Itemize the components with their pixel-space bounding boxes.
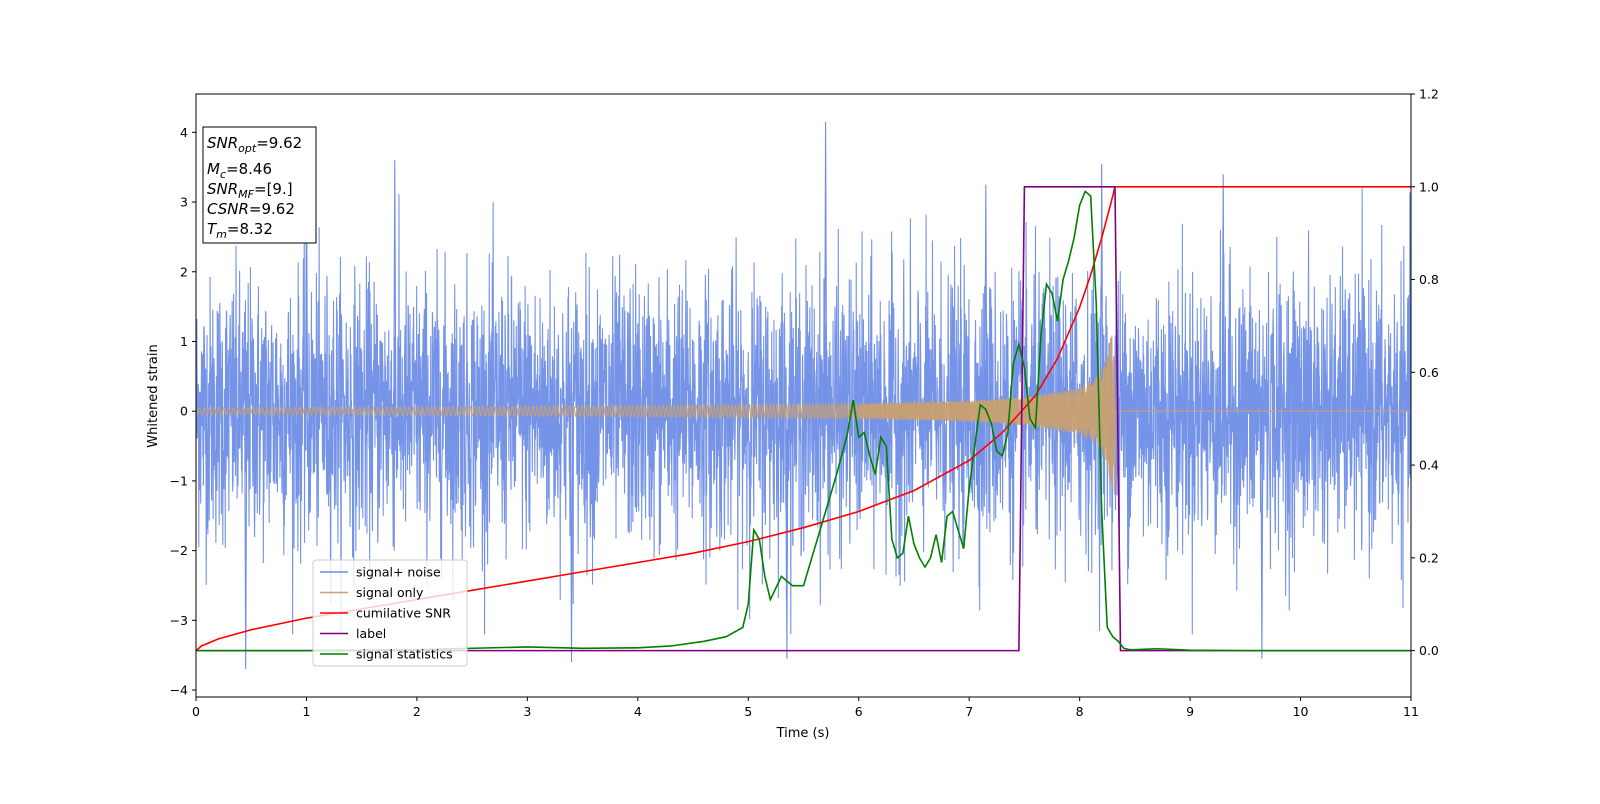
y-tick-label: 3 [180,195,188,210]
plot-frame [195,93,1412,698]
y-axis-label: Whitened strain [146,344,161,447]
annotation-line: Mc=8.46 [207,160,272,181]
legend-label: cumilative SNR [356,606,451,621]
series-signal-statistics [196,190,1411,652]
y-tick-label: 0 [180,404,188,419]
y2-tick-label: 0.0 [1419,643,1439,658]
axes: 0 1 2 3 4 5 6 7 8 9 10 11 −4 −3 −2 −1 0 1 2 3 4 0.0 0.2 0.4 0.6 0… [170,87,1439,720]
y2-tick-label: 0.8 [1419,272,1439,287]
y2-tick-label: 1.0 [1419,179,1439,194]
y-tick-label: −2 [170,543,188,558]
x-tick-label: 5 [744,704,752,719]
x-tick-label: 2 [413,704,421,719]
legend-item-signal-only: signal only [320,585,424,600]
annotation-line: SNRMF=[9.] [207,180,293,201]
annotation-line: Tm=8.32 [207,220,273,241]
annotation-frame [202,126,317,244]
x-tick-label: 8 [1076,704,1084,719]
x-tick-label: 11 [1403,704,1419,719]
legend-item-label: label [320,626,386,641]
x-tick-label: 10 [1293,704,1309,719]
y2-tick-label: 0.2 [1419,550,1439,565]
x-tick-label: 6 [855,704,863,719]
legend-item-signal-noise: signal+ noise [320,565,441,580]
legend-item-signal-statistics: signal statistics [320,647,453,662]
x-tick-label: 0 [192,704,200,719]
legend-item-cumulative-snr: cumilative SNR [320,606,451,621]
series-label [196,185,1411,652]
y2-tick-label: 0.6 [1419,365,1439,380]
legend-label: label [356,626,386,641]
x-tick-label: 4 [634,704,642,719]
annotation-line: SNRopt=9.62 [207,134,302,155]
y-tick-label: 4 [180,125,188,140]
x-tick-label: 3 [523,704,531,719]
x-tick-label: 9 [1186,704,1194,719]
y-tick-label: 2 [180,264,188,279]
y-tick-label: −4 [170,683,188,698]
legend-label: signal only [356,585,424,600]
legend-label: signal+ noise [356,565,441,580]
y2-tick-label: 0.4 [1419,458,1439,473]
series-signal-only [196,335,1411,495]
y2-tick-label: 1.2 [1419,87,1439,102]
annotation-line: CSNR=9.62 [207,200,295,218]
x-tick-label: 1 [302,704,310,719]
x-tick-label: 7 [965,704,973,719]
y-tick-label: 1 [180,334,188,349]
x-axis-label: Time (s) [776,726,830,741]
legend-label: signal statistics [356,647,453,662]
y-tick-label: −1 [170,473,188,488]
y-tick-label: −3 [170,613,188,628]
legend-frame [312,559,468,667]
legend: signal+ noise signal only cumilative SNR la… [312,559,468,667]
